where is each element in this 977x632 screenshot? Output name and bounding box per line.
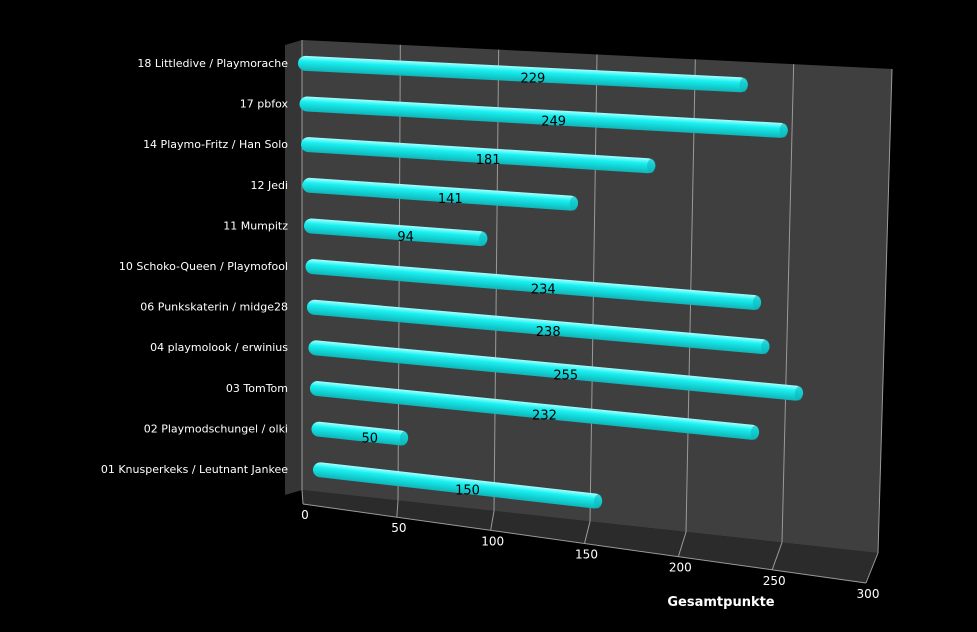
bar-value-label: 249 (541, 115, 566, 130)
floor-gridline (865, 552, 879, 584)
bar-cylinder (311, 421, 409, 446)
floor-gridline (301, 489, 304, 505)
bar-value-label: 232 (532, 408, 557, 423)
left-side-wall (285, 40, 302, 495)
bar-value-label: 238 (536, 325, 561, 340)
bar-cylinder (306, 299, 770, 355)
bar-value-label: 181 (476, 153, 501, 168)
bar-end-cap (779, 123, 788, 138)
category-label: 01 Knusperkeks / Leutnant Jankee (101, 463, 288, 476)
bar-10-schoko-queen-playmofool (305, 259, 762, 310)
bar-cylinder (299, 96, 788, 138)
bar-end-cap (794, 386, 804, 401)
category-label: 10 Schoko-Queen / Playmofool (119, 260, 288, 273)
category-axis-labels: 18 Littledive / Playmorache 17 pbfox 14 Pl… (101, 57, 289, 476)
bar-cylinder (302, 177, 579, 211)
bar-value-label: 94 (397, 230, 414, 245)
bar-value-label: 255 (553, 368, 578, 383)
x-tick-label: 150 (575, 548, 598, 562)
category-label: 11 Mumpitz (223, 219, 288, 232)
category-label: 17 pbfox (240, 98, 289, 111)
bar-end-cap (399, 431, 409, 446)
bar-12-jedi (302, 177, 579, 211)
floor-front-edge (302, 503, 867, 584)
bar-18-littledive-playmorache (297, 55, 748, 93)
bar-end-cap (593, 494, 603, 509)
bar-cylinder (309, 381, 760, 440)
bar-cylinder (303, 218, 488, 247)
floor-gridline (771, 542, 783, 571)
category-label: 18 Littledive / Playmorache (137, 57, 288, 70)
gridline (877, 68, 893, 554)
floor-gridline (584, 521, 591, 544)
bar-end-cap (647, 158, 656, 174)
x-tick-label: 0 (301, 508, 309, 522)
floor-panel (302, 490, 878, 583)
bar-11-mumpitz (303, 218, 488, 247)
bar-end-cap (479, 231, 488, 246)
category-label: 06 Punkskaterin / midge28 (140, 301, 288, 314)
bar-cylinder (300, 137, 656, 174)
bar-value-label: 50 (361, 432, 378, 447)
chart-floor (302, 490, 878, 583)
bar-end-cap (739, 77, 748, 93)
category-label: 03 TomTom (226, 382, 288, 395)
bar-value-label: 234 (531, 282, 556, 297)
bar-04-playmolook-erwinius (308, 340, 804, 401)
x-tick-label: 200 (669, 561, 692, 575)
x-tick-label: 50 (391, 521, 406, 535)
bar-value-label: 141 (438, 192, 463, 207)
x-tick-label: 300 (857, 587, 880, 601)
bar-end-cap (750, 425, 760, 440)
bars: 229 249 181 141 94 234 238 255 232 50 150 (297, 55, 804, 509)
bar-02-playmodschungel-olki (311, 421, 409, 446)
category-label: 12 Jedi (250, 179, 288, 192)
bar-14-playmo-fritz-han-solo (300, 137, 656, 174)
category-label: 04 playmolook / erwinius (150, 341, 288, 354)
bar-03-tomtom (309, 381, 760, 440)
category-label: 14 Playmo-Fritz / Han Solo (143, 138, 288, 151)
bar-end-cap (752, 295, 762, 310)
x-axis-title: Gesamtpunkte (667, 595, 774, 610)
gridline (781, 64, 795, 543)
floor-gridline (677, 531, 687, 557)
category-label: 02 Playmodschungel / olki (144, 422, 288, 435)
value-axis-tick-labels: 0 50 100 150 200 250 300 (301, 508, 879, 601)
bar-cylinder (297, 55, 748, 93)
bar-06-punkskaterin-midge28 (306, 299, 770, 355)
bar-value-label: 229 (520, 72, 545, 87)
bar-end-cap (569, 196, 579, 211)
bar-end-cap (761, 339, 770, 354)
x-tick-label: 250 (763, 574, 786, 588)
floor-gridline (396, 500, 399, 518)
x-tick-label: 100 (481, 534, 504, 548)
bar-value-label: 150 (455, 484, 480, 499)
bar-17-pbfox (299, 96, 788, 138)
bar-01-knusperkeks-leutnant-jankee (312, 462, 603, 509)
bar-cylinder (308, 340, 804, 401)
bar-cylinder (305, 259, 762, 310)
floor-gridline (490, 510, 495, 531)
bar-cylinder (312, 462, 603, 509)
